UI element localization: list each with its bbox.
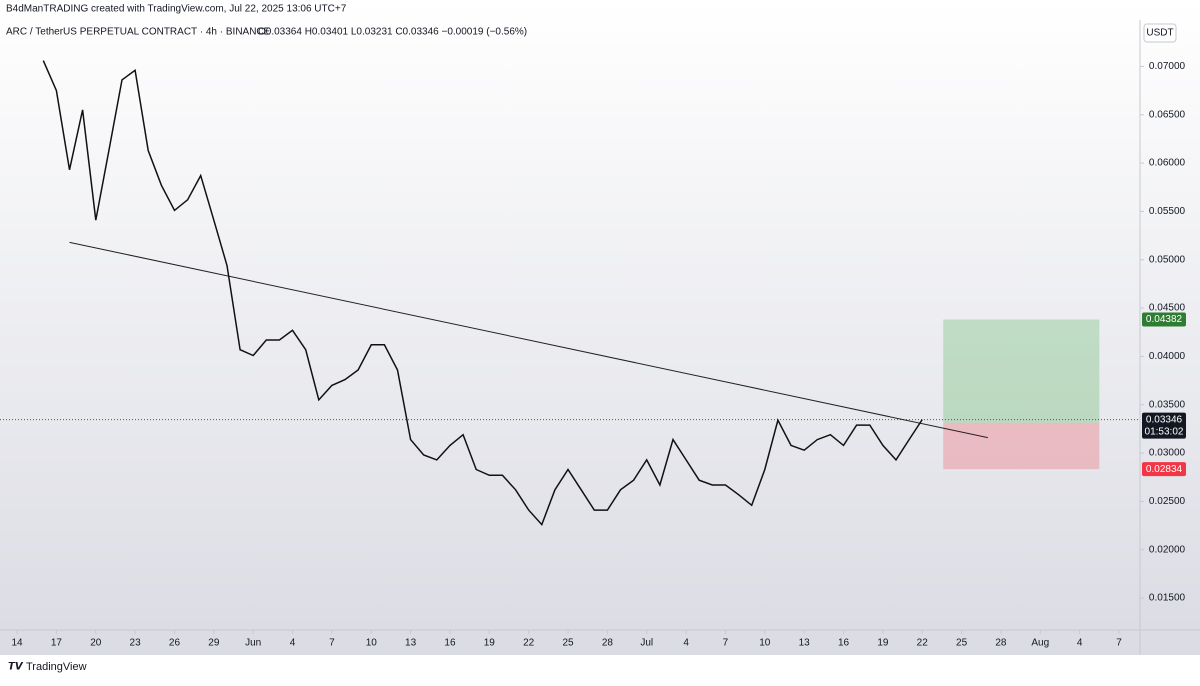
x-tick-label: 10	[759, 638, 771, 649]
x-tick-label: 7	[329, 638, 335, 649]
x-tick-label: 17	[51, 638, 63, 649]
trendline	[69, 241, 988, 439]
logo: TradingView	[26, 661, 87, 673]
footer	[0, 655, 1200, 681]
y-tick-label: 0.06500	[1149, 109, 1186, 120]
y-tick-label: 0.02500	[1149, 496, 1186, 507]
stop-label-box	[1142, 462, 1186, 477]
attribution: B4dManTRADING created with TradingView.c…	[6, 4, 347, 15]
x-tick-label: 13	[799, 638, 811, 649]
loss-zone	[943, 422, 1100, 470]
x-tick-label: Jul	[640, 638, 653, 649]
x-tick-label: Aug	[1031, 638, 1049, 649]
x-tick-label: 22	[523, 638, 535, 649]
y-tick-label: 0.04500	[1149, 303, 1186, 314]
currency[interactable]: USDT	[1146, 28, 1173, 39]
x-tick-label: 4	[683, 638, 689, 649]
x-tick-label: 14	[11, 638, 23, 649]
target-label-box	[1142, 312, 1186, 327]
x-tick-label: 19	[877, 638, 889, 649]
x-tick-label: 29	[208, 638, 220, 649]
y-tick-label: 0.02000	[1149, 544, 1186, 555]
countdown: 01:53:02	[1145, 426, 1184, 437]
x-tick-label: 20	[90, 638, 102, 649]
x-tick-label: 23	[130, 638, 142, 649]
x-tick-label: 7	[723, 638, 729, 649]
x-tick-label: 19	[484, 638, 496, 649]
target-label: 0.04382	[1146, 314, 1183, 325]
logo-mark: 𝙏𝙑	[8, 662, 24, 673]
x-tick-label: Jun	[245, 638, 261, 649]
x-tick-label: 16	[838, 638, 850, 649]
x-tick-label: 26	[169, 638, 181, 649]
profit-zone	[943, 319, 1100, 423]
symbol: ARC / TetherUS PERPETUAL CONTRACT · 4h ·…	[6, 27, 271, 38]
x-tick-label: 10	[366, 638, 378, 649]
y-tick-label: 0.03000	[1149, 448, 1186, 459]
x-tick-label: 25	[562, 638, 574, 649]
x-tick-label: 16	[444, 638, 456, 649]
x-tick-label: 13	[405, 638, 417, 649]
y-tick-label: 0.04000	[1149, 351, 1186, 362]
price-line	[42, 60, 923, 527]
x-tick-label: 4	[1077, 638, 1083, 649]
x-tick-label: 25	[956, 638, 968, 649]
ohlc: O0.03364 H0.03401 L0.03231 C0.03346 −0.0…	[258, 27, 527, 38]
x-tick-label: 4	[290, 638, 296, 649]
y-tick-label: 0.06000	[1149, 158, 1186, 169]
x-tick-label: 22	[917, 638, 929, 649]
last-price-label-box	[1142, 412, 1186, 439]
stop-label: 0.02834	[1146, 464, 1183, 475]
last-price-label: 0.03346	[1146, 414, 1183, 425]
x-tick-label: 28	[602, 638, 614, 649]
y-tick-label: 0.07000	[1149, 61, 1186, 72]
x-tick-label: 28	[995, 638, 1007, 649]
y-tick-label: 0.05000	[1149, 254, 1186, 265]
y-tick-label: 0.01500	[1149, 593, 1186, 604]
y-tick-label: 0.03500	[1149, 399, 1186, 410]
y-tick-label: 0.05500	[1149, 206, 1186, 217]
x-tick-label: 7	[1116, 638, 1122, 649]
currency-box[interactable]	[1143, 23, 1177, 43]
